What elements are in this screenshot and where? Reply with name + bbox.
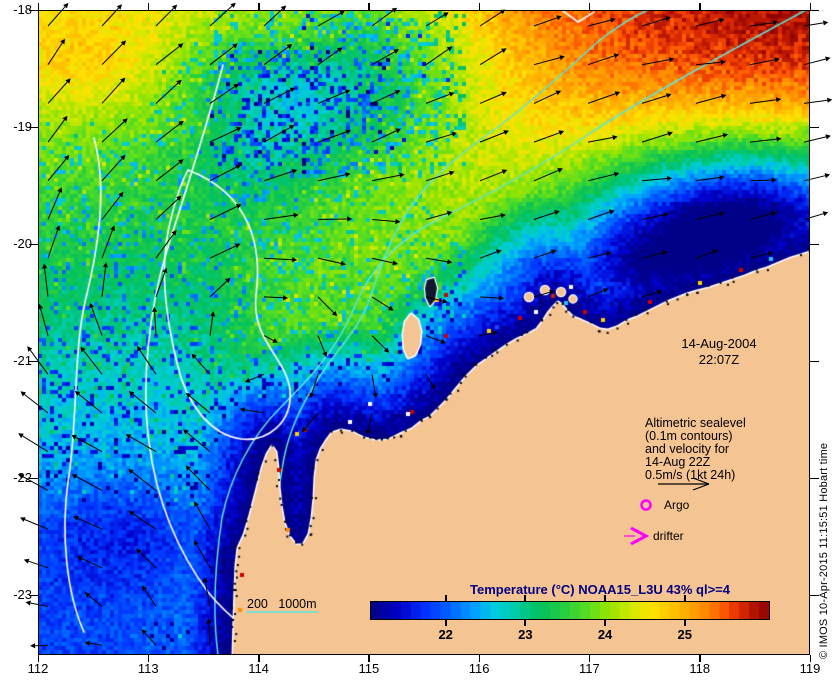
timestamp: 14-Aug-2004 22:07Z — [646, 336, 792, 368]
y-axis-label: -18 — [13, 2, 32, 17]
y-axis-label: -19 — [13, 119, 32, 134]
colorbar-tick — [604, 620, 607, 626]
legend-line: Altimetric sealevel — [645, 416, 746, 430]
x-axis-tick — [37, 655, 39, 662]
colorbar-tick — [683, 595, 686, 601]
x-axis-tick-top — [588, 3, 591, 10]
timestamp-time: 22:07Z — [698, 352, 740, 367]
altimetry-legend: Altimetric sealevel (0.1m contours) and ve… — [645, 417, 746, 482]
x-axis-tick-top — [699, 3, 701, 10]
y-axis-label: -21 — [13, 353, 32, 368]
y-axis-tick-right — [810, 360, 819, 362]
x-axis-tick — [258, 655, 260, 662]
colorbar-tick-label: 24 — [597, 627, 613, 642]
x-axis-tick — [809, 655, 811, 662]
x-axis-tick-top — [258, 3, 260, 10]
y-axis-tick — [29, 594, 38, 596]
legend-line: (0.1m contours) — [645, 429, 733, 443]
drifter-label: drifter — [653, 529, 684, 543]
colorbar-tick — [604, 595, 607, 601]
colorbar-tick — [524, 595, 527, 601]
copyright-credit: © IMOS 10-Apr-2015 11:15:51 Hobart time — [818, 442, 830, 659]
x-axis-label: 113 — [137, 661, 159, 676]
x-axis-tick — [588, 655, 591, 662]
x-axis-tick — [699, 655, 701, 662]
colorbar-tick — [683, 620, 686, 626]
y-axis-tick — [29, 477, 38, 479]
colorbar-tick — [444, 595, 447, 601]
y-axis-tick — [29, 360, 38, 362]
y-axis-tick — [29, 9, 38, 11]
y-axis-tick — [29, 243, 38, 245]
sst-field-canvas — [38, 10, 810, 655]
legend-line: and velocity for — [645, 442, 730, 456]
colorbar-title: Temperature (°C) NOAA15_L3U 43% ql>=4 — [470, 582, 730, 597]
y-axis-label: -22 — [13, 470, 32, 485]
x-axis-label: 117 — [579, 661, 600, 676]
argo-label: Argo — [664, 498, 690, 512]
x-axis-tick — [368, 655, 370, 662]
x-axis-tick-top — [368, 3, 370, 10]
x-axis-tick — [478, 655, 481, 662]
x-axis-label: 112 — [27, 661, 49, 676]
y-axis-tick — [29, 126, 38, 128]
x-axis-label: 119 — [799, 661, 821, 676]
colorbar-gradient — [370, 601, 770, 620]
colorbar-tick-label: 25 — [677, 627, 692, 642]
y-axis-label: -23 — [13, 587, 32, 602]
x-axis-label: 116 — [468, 661, 490, 676]
x-axis-tick-top — [478, 3, 481, 10]
y-axis-tick-right — [810, 477, 819, 479]
colorbar-tick-label: 22 — [438, 627, 453, 642]
legend-line: 14-Aug 22Z — [645, 455, 711, 469]
colorbar-tick — [444, 620, 447, 626]
x-axis-tick-top — [147, 3, 150, 10]
colorbar-tick — [524, 620, 527, 626]
x-axis-label: 115 — [358, 661, 380, 676]
legend-line: 0.5m/s (1kt 24h) — [645, 468, 736, 482]
timestamp-date: 14-Aug-2004 — [681, 336, 757, 351]
y-axis-tick-right — [810, 243, 819, 245]
isobath-scale-label: 200 1000m — [247, 597, 317, 611]
x-axis-tick-top — [809, 3, 811, 10]
y-axis-tick-right — [810, 9, 819, 11]
x-axis-tick — [147, 655, 150, 662]
y-axis-label: -20 — [13, 236, 32, 251]
x-axis-label: 114 — [248, 661, 269, 676]
colorbar-tick-label: 23 — [518, 627, 533, 642]
y-axis-tick-right — [810, 594, 819, 596]
x-axis-label: 118 — [689, 661, 711, 676]
x-axis-tick-top — [37, 3, 39, 10]
y-axis-tick-right — [810, 126, 819, 128]
